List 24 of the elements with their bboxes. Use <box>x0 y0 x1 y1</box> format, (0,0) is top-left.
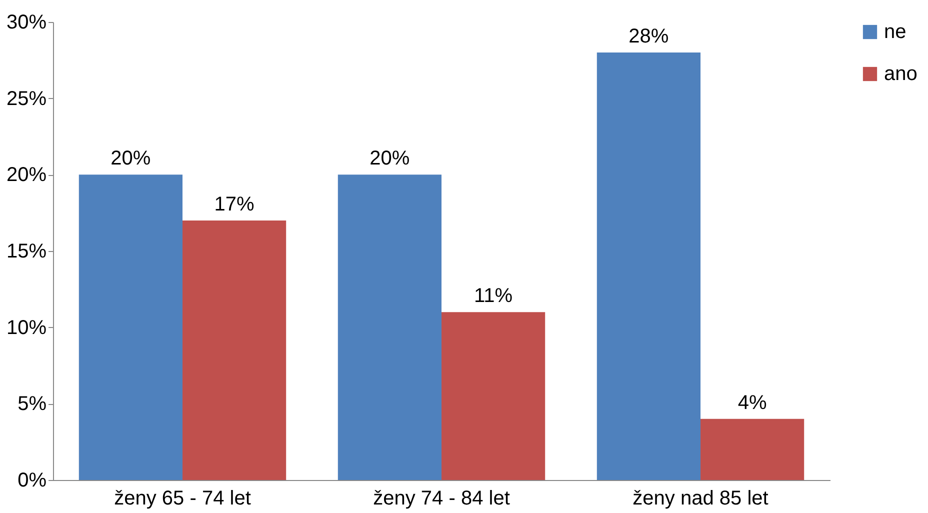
y-tick-label: 30% <box>6 12 47 34</box>
legend-label: ano <box>884 63 918 85</box>
data-label: 4% <box>738 392 767 414</box>
legend-label: ne <box>884 21 906 43</box>
bar <box>78 174 182 480</box>
x-tick-label: ženy 65 - 74 let <box>114 488 252 510</box>
data-label: 28% <box>628 26 669 48</box>
y-tick-label: 15% <box>6 240 47 262</box>
bar <box>338 174 442 480</box>
data-label: 17% <box>214 193 255 216</box>
y-tick-label: 20% <box>6 164 47 186</box>
data-label: 20% <box>110 148 151 170</box>
y-tick-label: 10% <box>6 316 47 339</box>
data-label: 11% <box>474 285 513 308</box>
y-tick-label: 25% <box>6 88 47 110</box>
bar <box>700 418 804 480</box>
bar <box>442 312 546 480</box>
y-tick-label: 5% <box>18 393 47 416</box>
data-label: 20% <box>370 148 410 170</box>
bar <box>596 52 700 480</box>
x-tick-label: ženy nad 85 let <box>632 488 769 510</box>
x-tick-label: ženy 74 - 84 let <box>373 488 510 510</box>
y-tick-label: 0% <box>18 470 47 492</box>
bar <box>182 220 286 480</box>
